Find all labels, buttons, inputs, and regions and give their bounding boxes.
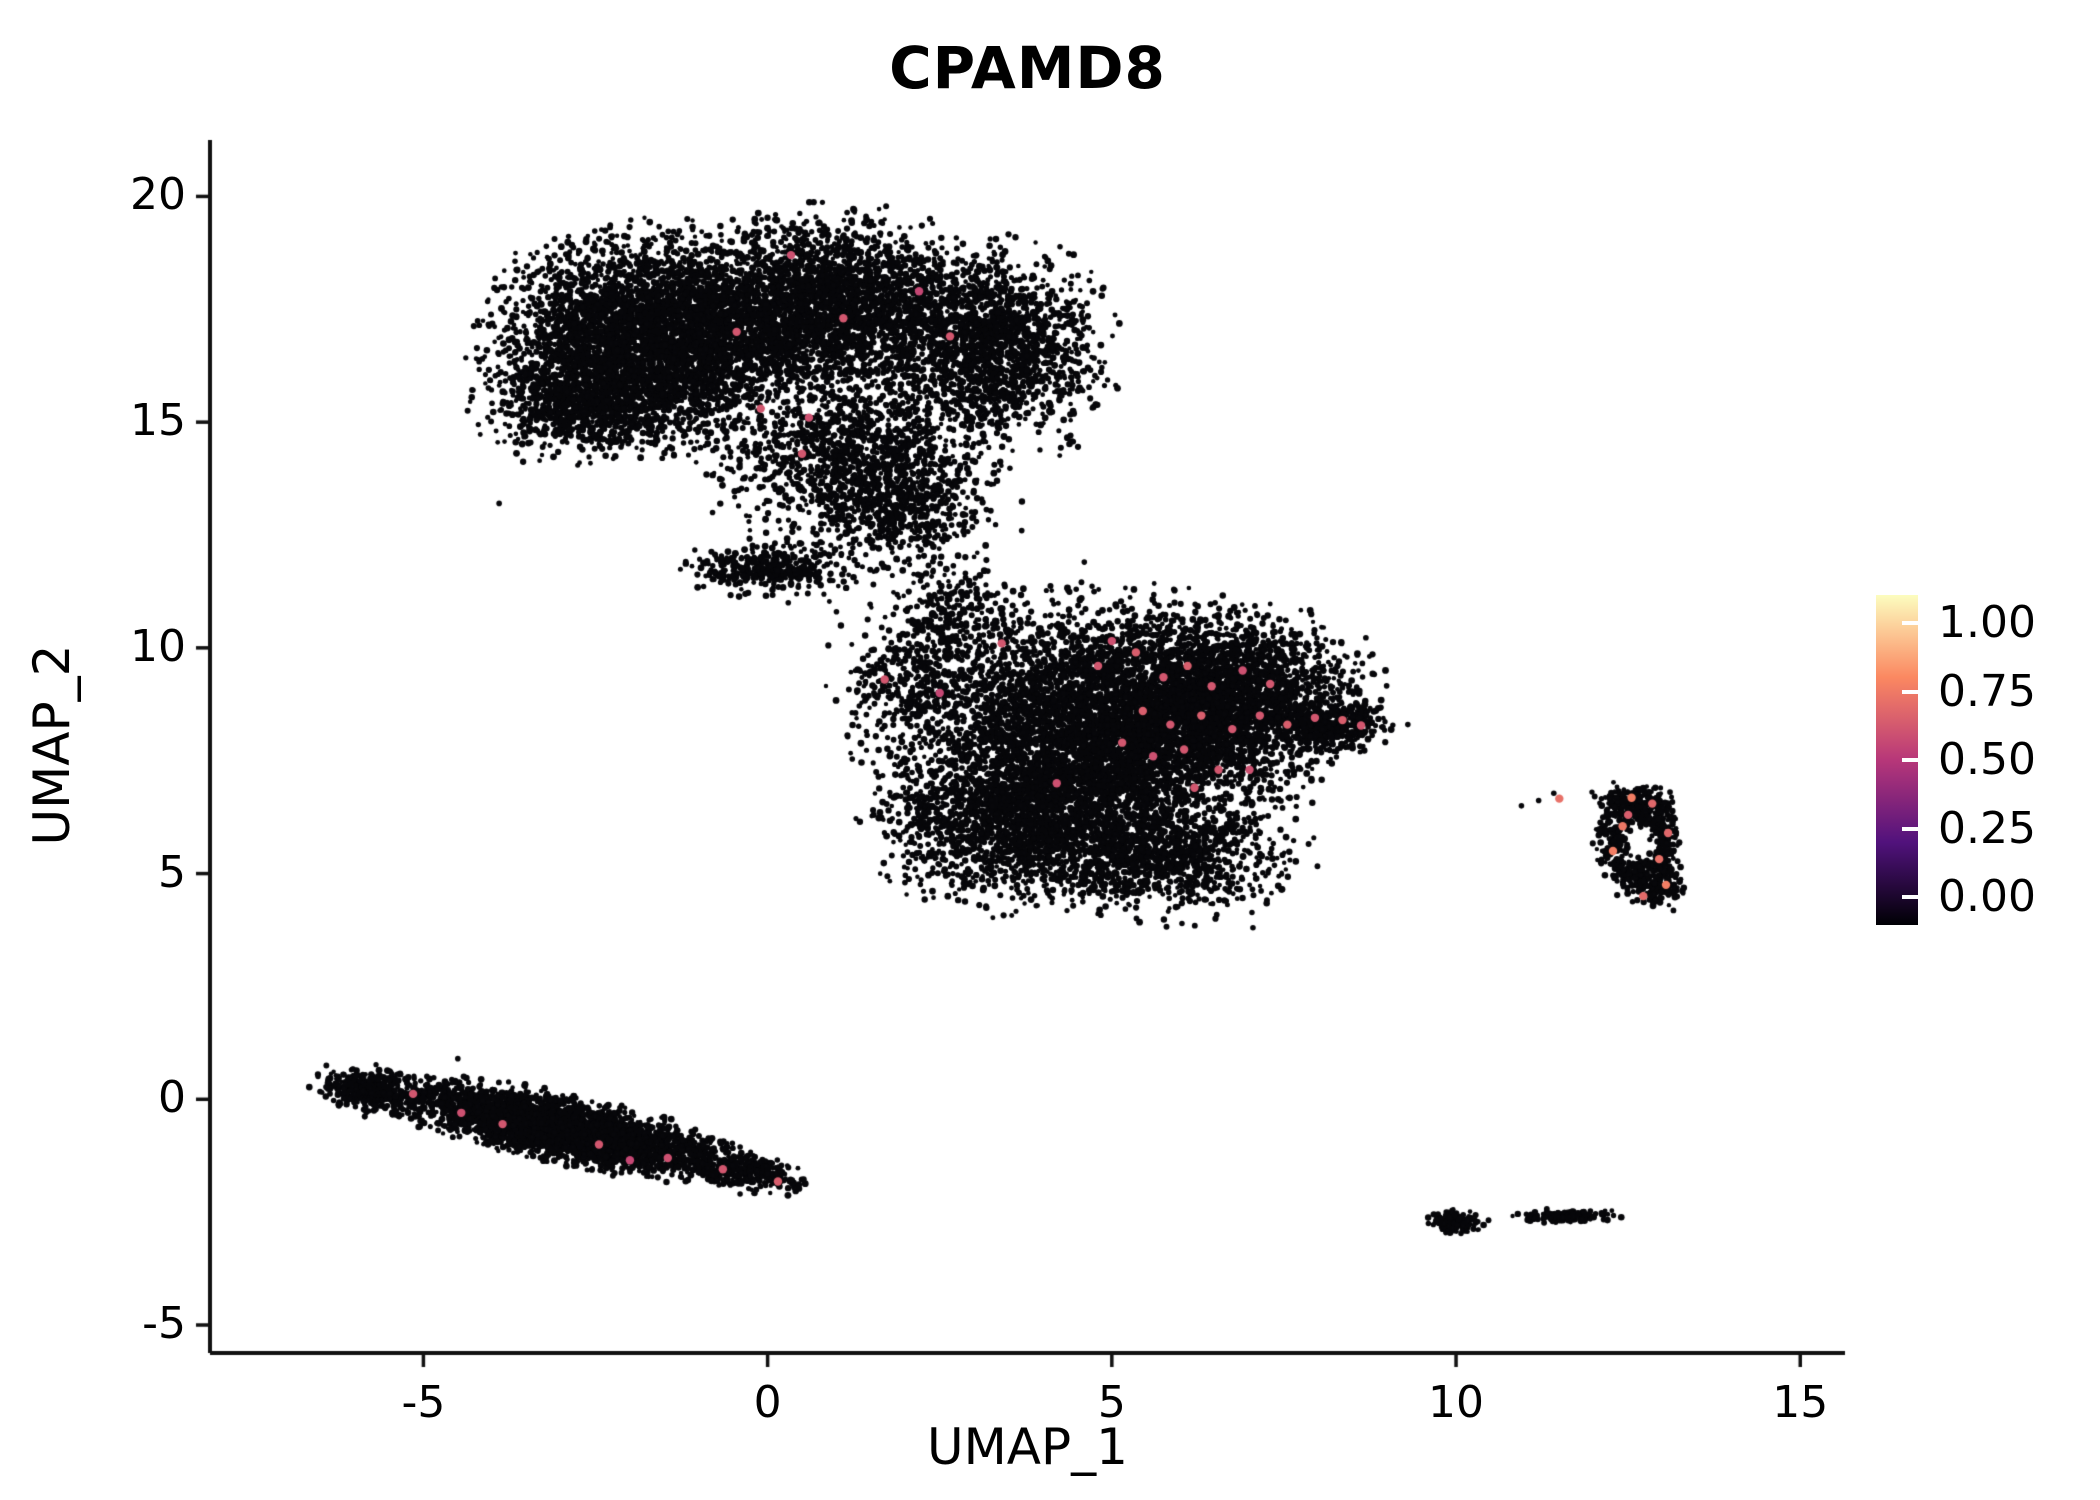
- x-axis-title: UMAP_1: [927, 1418, 1128, 1476]
- y-tick-label: 20: [130, 169, 186, 221]
- legend-tick-label: 0.50: [1938, 734, 2036, 785]
- y-tick-label: -5: [142, 1298, 186, 1349]
- x-tick-label: 0: [753, 1377, 782, 1428]
- legend-tick-label: 0.00: [1938, 871, 2036, 922]
- x-tick-label: 10: [1428, 1377, 1485, 1428]
- legend-tickmark: [1902, 621, 1918, 625]
- y-tick-label: 0: [158, 1072, 186, 1124]
- legend-tickmark: [1902, 689, 1918, 694]
- legend-tick-label: 0.25: [1938, 802, 2036, 854]
- legend-tickmark: [1902, 826, 1918, 831]
- legend-tickmark: [1902, 895, 1918, 899]
- y-tick-label: 10: [130, 620, 186, 672]
- legend-tick-label: 1.00: [1938, 597, 2036, 648]
- x-tick-label: -5: [401, 1377, 446, 1428]
- y-tick-label: 15: [130, 395, 186, 447]
- y-tick-label: 5: [158, 846, 186, 898]
- colorbar-gradient: [1876, 595, 1918, 925]
- x-tick-label: 15: [1772, 1377, 1829, 1428]
- x-tick-label: 5: [1097, 1377, 1126, 1428]
- legend-tick-label: 0.75: [1938, 665, 2036, 717]
- legend-tickmark: [1902, 758, 1918, 762]
